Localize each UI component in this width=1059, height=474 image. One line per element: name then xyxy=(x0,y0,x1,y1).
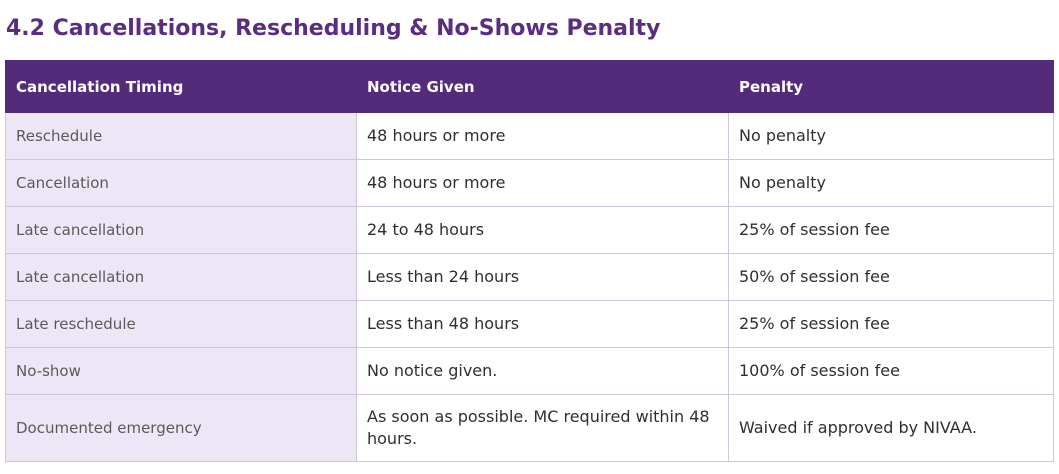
cancellation-timing-cell: Cancellation xyxy=(5,159,357,207)
penalty-cell: 100% of session fee xyxy=(728,347,1054,395)
notice-given-cell: Less than 48 hours xyxy=(356,300,729,348)
table-row: Late cancellation 24 to 48 hours 25% of … xyxy=(5,206,1054,254)
penalty-cell: Waived if approved by NIVAA. xyxy=(728,394,1054,462)
cancellation-timing-cell: Late reschedule xyxy=(5,300,357,348)
penalty-cell: No penalty xyxy=(728,159,1054,207)
table-row: Cancellation 48 hours or more No penalty xyxy=(5,159,1054,207)
notice-given-cell: Less than 24 hours xyxy=(356,253,729,301)
notice-given-cell: 48 hours or more xyxy=(356,112,729,160)
table-header-row: Cancellation Timing Notice Given Penalty xyxy=(5,60,1054,113)
cancellation-timing-cell: Reschedule xyxy=(5,112,357,160)
table-row: Documented emergency As soon as possible… xyxy=(5,394,1054,462)
penalty-cell: 50% of session fee xyxy=(728,253,1054,301)
table-row: Late cancellation Less than 24 hours 50%… xyxy=(5,253,1054,301)
column-header-notice-given: Notice Given xyxy=(356,60,729,113)
notice-given-cell: 24 to 48 hours xyxy=(356,206,729,254)
cancellation-policy-table: Cancellation Timing Notice Given Penalty… xyxy=(5,60,1054,462)
section-title: 4.2 Cancellations, Rescheduling & No-Sho… xyxy=(6,16,661,41)
cancellation-timing-cell: No-show xyxy=(5,347,357,395)
notice-given-cell: 48 hours or more xyxy=(356,159,729,207)
cancellation-timing-cell: Late cancellation xyxy=(5,206,357,254)
column-header-penalty: Penalty xyxy=(728,60,1054,113)
notice-given-cell: As soon as possible. MC required within … xyxy=(356,394,729,462)
cancellation-timing-cell: Documented emergency xyxy=(5,394,357,462)
table-row: Late reschedule Less than 48 hours 25% o… xyxy=(5,300,1054,348)
cancellation-timing-cell: Late cancellation xyxy=(5,253,357,301)
table-row: Reschedule 48 hours or more No penalty xyxy=(5,112,1054,160)
penalty-cell: 25% of session fee xyxy=(728,206,1054,254)
notice-given-cell: No notice given. xyxy=(356,347,729,395)
penalty-cell: 25% of session fee xyxy=(728,300,1054,348)
column-header-cancellation-timing: Cancellation Timing xyxy=(5,60,357,113)
table-row: No-show No notice given. 100% of session… xyxy=(5,347,1054,395)
penalty-cell: No penalty xyxy=(728,112,1054,160)
